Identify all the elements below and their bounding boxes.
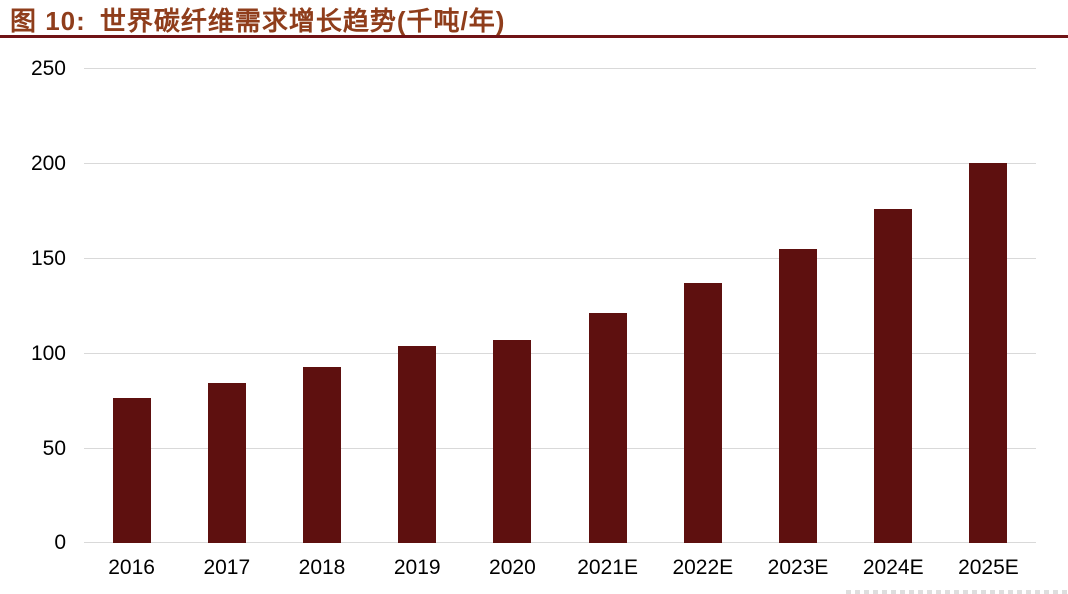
y-tick-label-200: 200 [30,152,66,175]
figure-title: 图 10: 世界碳纤维需求增长趋势(千吨/年) [10,2,505,36]
plot-area: 0 50 100 150 200 250 [31,57,1036,554]
x-axis-label-2025E: 2025E [958,556,1019,579]
bar-2024E [874,208,913,543]
y-tick-label-100: 100 [30,342,66,365]
x-axis-labels: 2016 2017 2018 2019 2020 2021E 2022E 2023E 2024E… [84,553,1036,583]
gridline-250 [84,68,1036,69]
bar-cell-2019 [370,68,465,543]
bar-cell-2018 [274,68,369,543]
bar-2025E [969,163,1008,543]
x-axis-label-2021E: 2021E [577,556,638,579]
bars-row [84,68,1036,543]
cropped-source-text-sliver [846,590,1068,594]
bar-2023E [779,248,818,543]
bar-2021E [588,313,627,543]
y-tick-label-50: 50 [42,437,66,460]
bar-cell-2024E [846,68,941,543]
title-underline [0,35,1068,38]
bar-2019 [398,346,437,543]
bar-2017 [207,383,246,543]
gridline-50 [84,448,1036,449]
bar-cell-2023E [750,68,845,543]
bar-cell-2017 [179,68,274,543]
x-axis-label-2024E: 2024E [862,556,924,579]
bar-cell-2016 [84,68,179,543]
x-axis-label-2017: 2017 [203,556,251,579]
bar-cell-2021E [560,68,655,543]
figure-title-text: 世界碳纤维需求增长趋势(千吨/年) [99,5,506,36]
x-axis-label-2018: 2018 [298,556,346,579]
y-tick-label-250: 250 [30,57,66,80]
bar-cell-2020 [465,68,560,543]
bar-cell-2025E [941,68,1036,543]
y-tick-label-150: 150 [30,247,66,270]
y-tick-label-0: 0 [54,531,66,554]
gridline-100 [84,353,1036,354]
figure-number-label: 图 10: [10,5,86,36]
bar-cell-2022E [655,68,750,543]
gridline-0 [84,542,1036,543]
bar-2018 [303,367,341,543]
bar-2016 [112,397,151,543]
gridline-200 [84,163,1036,164]
bar-2022E [683,282,722,543]
x-axis-label-2019: 2019 [393,556,441,579]
x-axis-label-2016: 2016 [108,556,155,579]
bar-2020 [493,339,532,543]
x-axis-label-2020: 2020 [489,556,536,579]
gridline-150 [84,258,1036,259]
x-axis-label-2022E: 2022E [672,556,734,579]
x-axis-label-2023E: 2023E [767,556,829,579]
